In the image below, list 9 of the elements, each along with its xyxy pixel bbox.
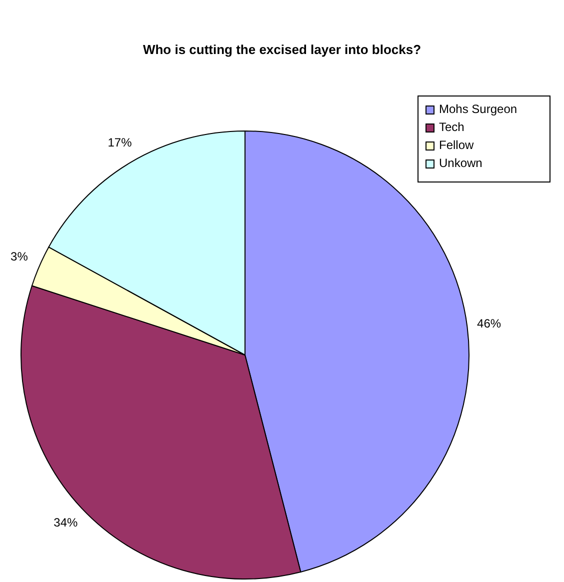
legend-label: Fellow — [439, 138, 474, 152]
data-label: 17% — [108, 135, 132, 150]
data-label: 46% — [477, 316, 502, 330]
legend-label: Tech — [439, 120, 464, 134]
data-label: 34% — [54, 516, 78, 530]
legend-label: Unkown — [439, 156, 482, 170]
chart-title: Who is cutting the excised layer into blocks? — [142, 42, 422, 57]
data-label: 3% — [10, 249, 28, 264]
legend-label: Mohs Surgeon — [439, 102, 518, 116]
